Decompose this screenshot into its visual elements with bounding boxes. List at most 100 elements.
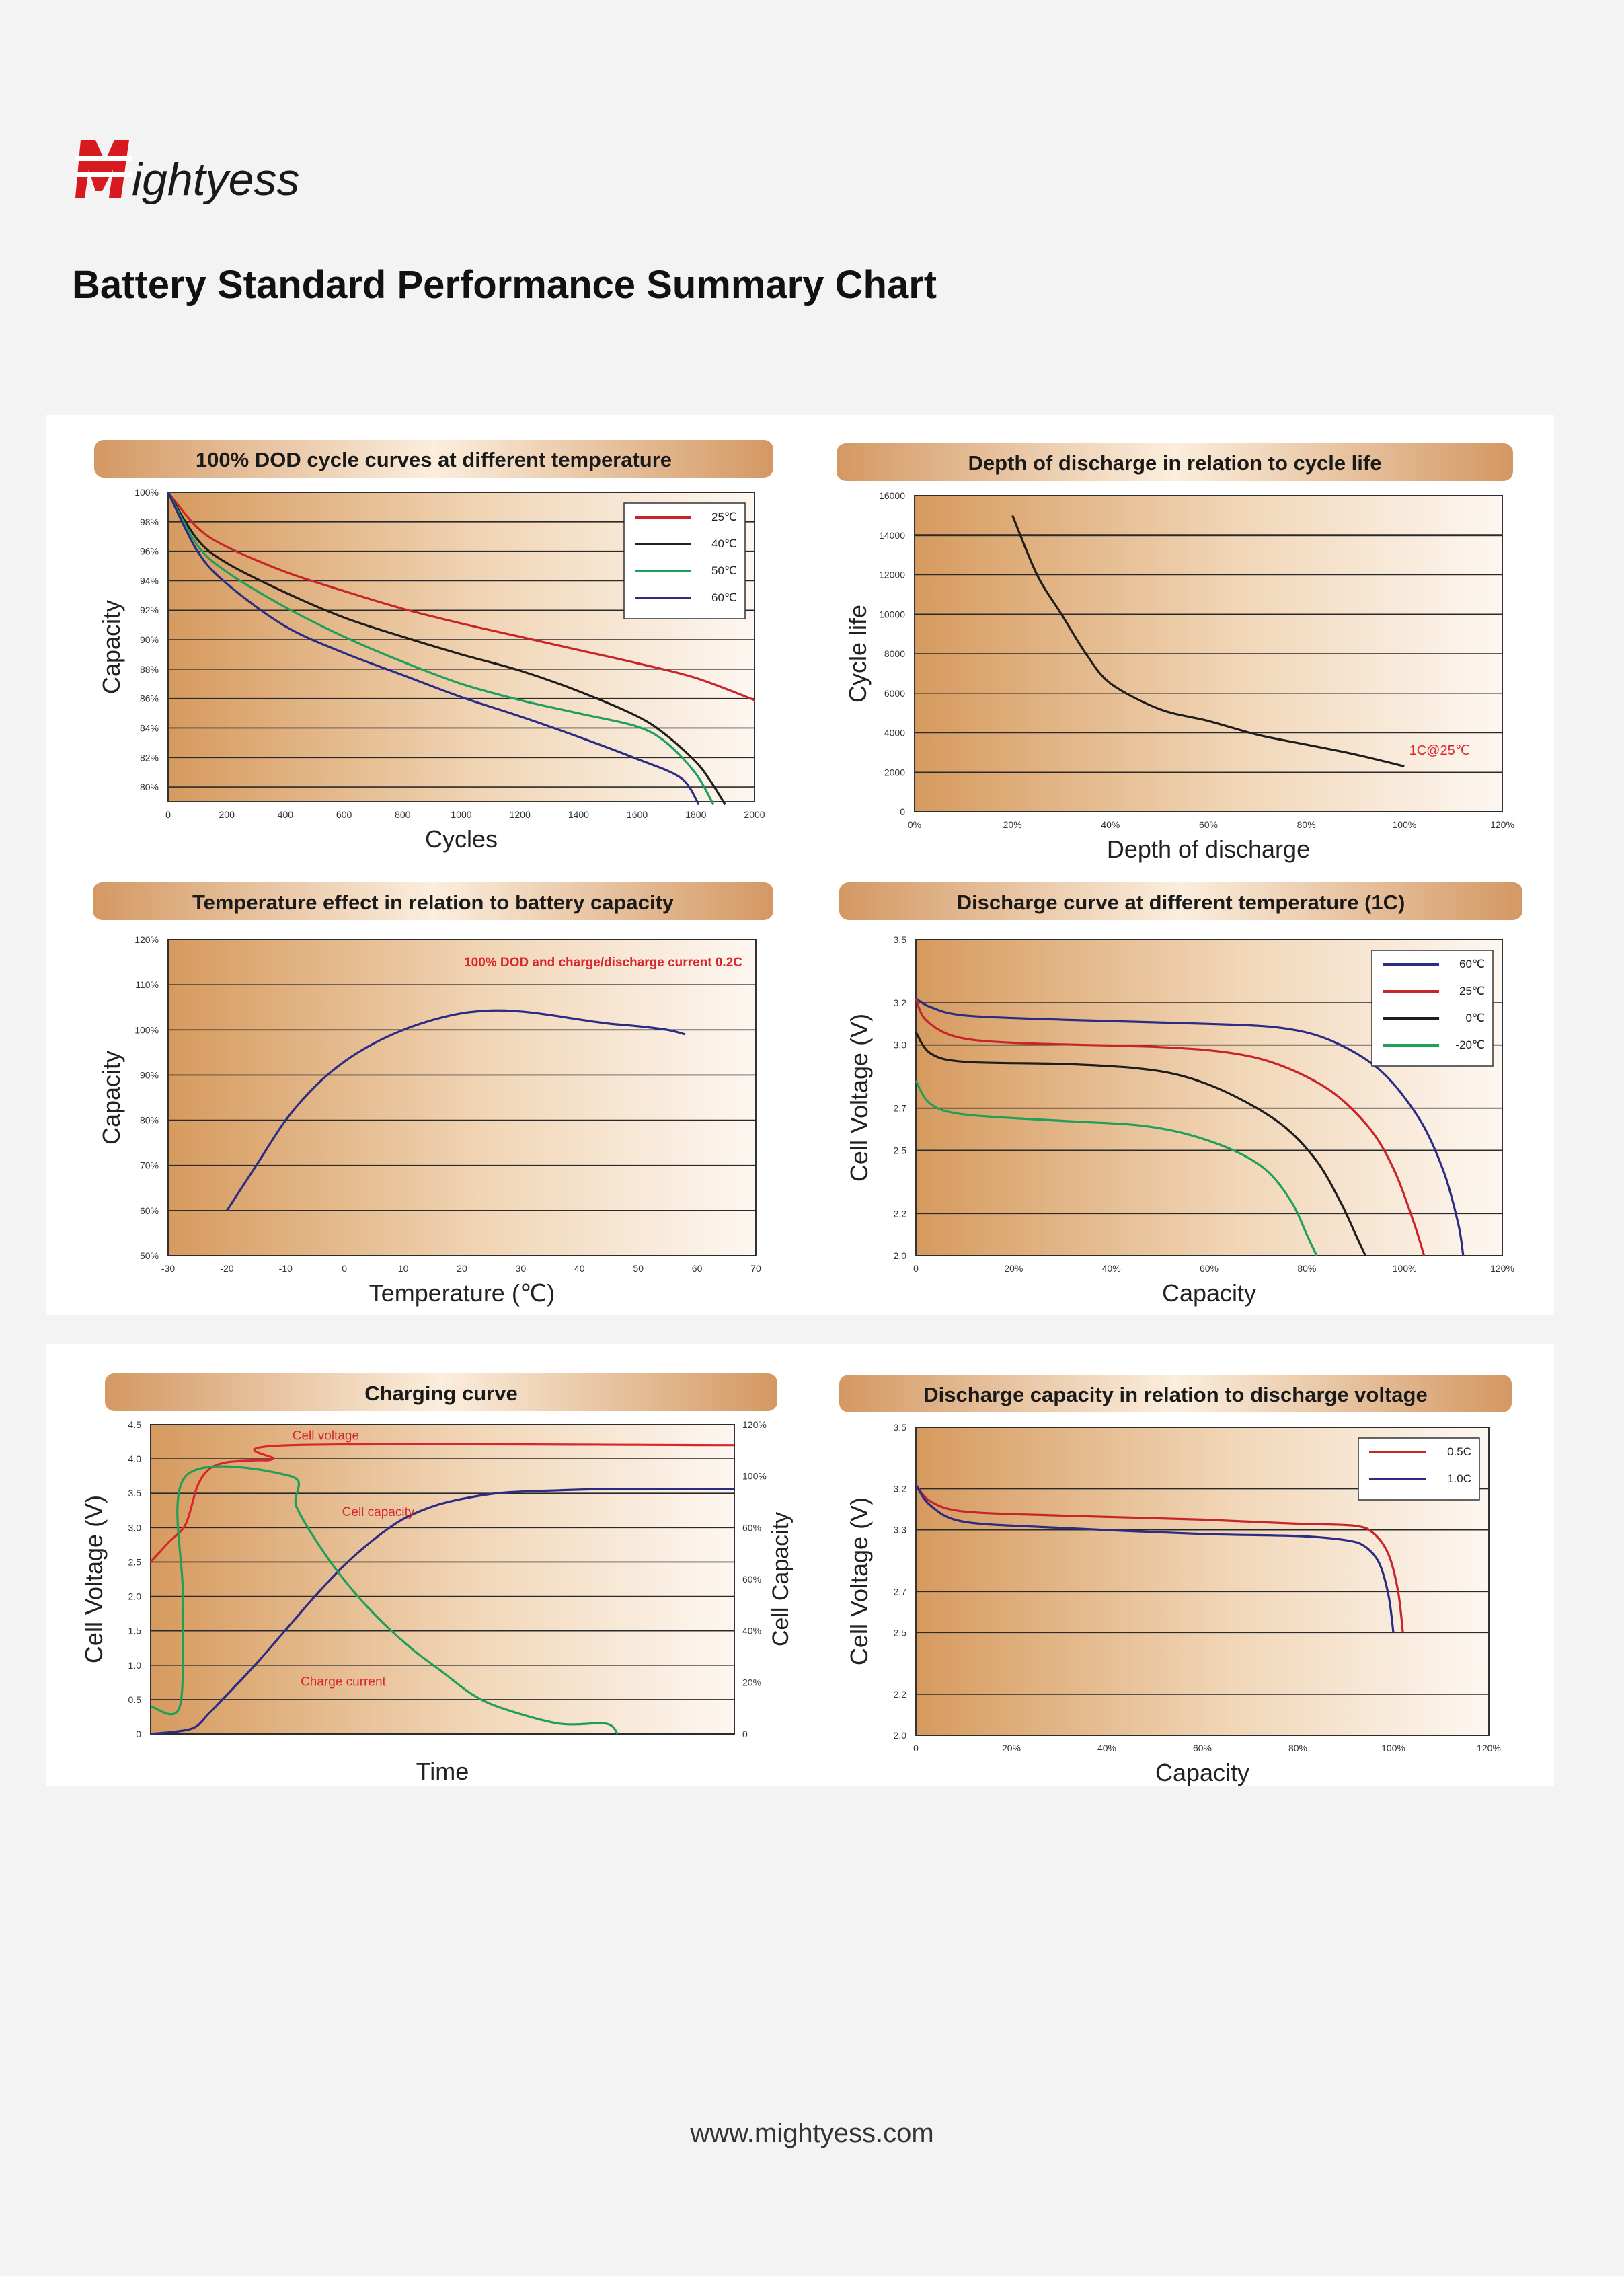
y-axis-label: Cell Voltage (V) [845, 1497, 873, 1665]
title-banner [839, 882, 1522, 920]
y-tick-label: 100% [134, 487, 159, 498]
y-tick-label: 80% [140, 1115, 159, 1126]
x-tick-label: 800 [395, 809, 411, 820]
y2-tick-label: 100% [742, 1471, 767, 1482]
x-tick-label: 0% [908, 819, 921, 830]
series-label-charge-current: Charge current [301, 1675, 386, 1689]
series-label-cell-capacity: Cell capacity [342, 1505, 415, 1519]
y-tick-label: 0.5 [128, 1694, 142, 1705]
legend-label: 25℃ [1459, 985, 1485, 997]
x-tick-label: 20% [1002, 1743, 1021, 1753]
series-line-40 [167, 492, 726, 806]
chart-svg: Discharge capacity in relation to discha… [839, 1375, 1512, 1786]
chart-temperature-capacity: Temperature effect in relation to batter… [87, 882, 800, 1307]
x-tick-label: 100% [1381, 1743, 1405, 1753]
y-axis-label: Cycle life [844, 605, 872, 703]
series-line-cell-capacity [150, 1488, 735, 1735]
x-tick-label: 100% [1392, 819, 1416, 830]
y-tick-label: 4000 [884, 728, 905, 738]
y-tick-label: 8000 [884, 648, 905, 659]
y-tick-label: 90% [140, 1069, 159, 1080]
x-tick-label: 20% [1004, 1263, 1023, 1274]
chart-title: Discharge curve at different temperature… [957, 890, 1405, 914]
legend-label: 0℃ [1465, 1012, 1485, 1024]
y-tick-label: 0 [900, 806, 905, 817]
y-tick-label: 3.5 [128, 1488, 142, 1499]
x-tick-label: 120% [1477, 1743, 1501, 1753]
x-tick-label: 40% [1097, 1743, 1116, 1753]
chart-title: Discharge capacity in relation to discha… [923, 1383, 1427, 1406]
x-axis-label: Temperature (℃) [369, 1279, 555, 1307]
y-tick-label: 3.5 [894, 934, 907, 945]
y2-axis-label: Cell Capacity [768, 1512, 794, 1646]
y-tick-label: 2.5 [894, 1145, 907, 1155]
y-tick-label: 6000 [884, 688, 905, 699]
y-tick-label: 2.7 [894, 1586, 907, 1597]
x-tick-label: 20% [1003, 819, 1022, 830]
title-banner [839, 1375, 1512, 1412]
x-tick-label: 1600 [627, 809, 648, 820]
y2-tick-label: 0 [742, 1729, 748, 1739]
y-tick-label: 4.5 [128, 1419, 142, 1430]
y-tick-label: 2.0 [894, 1250, 907, 1261]
x-tick-label: -10 [279, 1263, 293, 1274]
x-axis-label: Depth of discharge [1107, 835, 1310, 863]
series-line-50 [167, 492, 715, 806]
y2-tick-label: 20% [742, 1677, 761, 1687]
x-tick-label: 20 [457, 1263, 467, 1274]
plot-area [167, 939, 757, 1256]
x-tick-label: 10 [398, 1263, 409, 1274]
x-tick-label: 1400 [568, 809, 589, 820]
x-tick-label: 0 [342, 1263, 347, 1274]
chart-title: Depth of discharge in relation to cycle … [968, 451, 1382, 475]
y-tick-label: 14000 [879, 530, 905, 541]
legend-label: -20℃ [1455, 1038, 1485, 1051]
y-tick-label: 94% [140, 575, 159, 586]
y-axis-label: Capacity [98, 600, 125, 694]
x-tick-label: 80% [1288, 1743, 1307, 1753]
chart-svg: Depth of discharge in relation to cycle … [837, 443, 1514, 863]
legend-box [1358, 1437, 1480, 1501]
legend-box [623, 502, 746, 619]
x-tick-label: 2000 [744, 809, 765, 820]
y-tick-label: 2000 [884, 767, 905, 777]
y-tick-label: 2.5 [894, 1627, 907, 1638]
series-line-20 [915, 1080, 1318, 1256]
chart-discharge-temperature: Discharge curve at different temperature… [834, 882, 1547, 1307]
x-tick-label: 600 [336, 809, 352, 820]
x-tick-label: -20 [220, 1263, 233, 1274]
y-tick-label: 1.0 [128, 1660, 142, 1671]
x-axis-label: Capacity [1162, 1279, 1256, 1307]
series-line-charge-current [150, 1465, 619, 1735]
legend-label: 1.0C [1447, 1472, 1471, 1485]
legend-label: 0.5C [1447, 1445, 1471, 1458]
x-tick-label: 60% [1193, 1743, 1212, 1753]
series-line-main [1011, 515, 1405, 767]
x-tick-label: 70 [750, 1263, 761, 1274]
y-tick-label: 92% [140, 605, 159, 615]
x-tick-label: 40% [1102, 1263, 1121, 1274]
legend-label: 40℃ [711, 537, 737, 550]
y-tick-label: 84% [140, 722, 159, 733]
series-label-cell-voltage: Cell voltage [293, 1429, 359, 1443]
y-tick-label: 2.2 [894, 1208, 907, 1219]
x-tick-label: 0 [165, 809, 171, 820]
series-line-main [226, 1009, 686, 1211]
series-line-60 [167, 492, 700, 806]
legend-box [1371, 950, 1494, 1067]
x-tick-label: 120% [1490, 819, 1514, 830]
y-tick-label: 70% [140, 1160, 159, 1171]
chart-annotation: 100% DOD and charge/discharge current 0.… [464, 956, 742, 970]
y-tick-label: 82% [140, 752, 159, 763]
x-tick-label: 1200 [510, 809, 531, 820]
chart-title: 100% DOD cycle curves at different tempe… [196, 448, 672, 471]
x-tick-label: 80% [1297, 1263, 1316, 1274]
series-line-0-5c [915, 1484, 1404, 1633]
y-tick-label: 3.3 [894, 1525, 907, 1535]
chart-dod-cycle-life: Depth of discharge in relation to cycle … [834, 441, 1547, 863]
x-tick-label: 400 [278, 809, 294, 820]
x-tick-label: 1000 [451, 809, 471, 820]
y-axis-label: Cell Voltage (V) [80, 1495, 108, 1663]
series-line-60 [915, 997, 1465, 1256]
y-tick-label: 100% [134, 1024, 159, 1035]
